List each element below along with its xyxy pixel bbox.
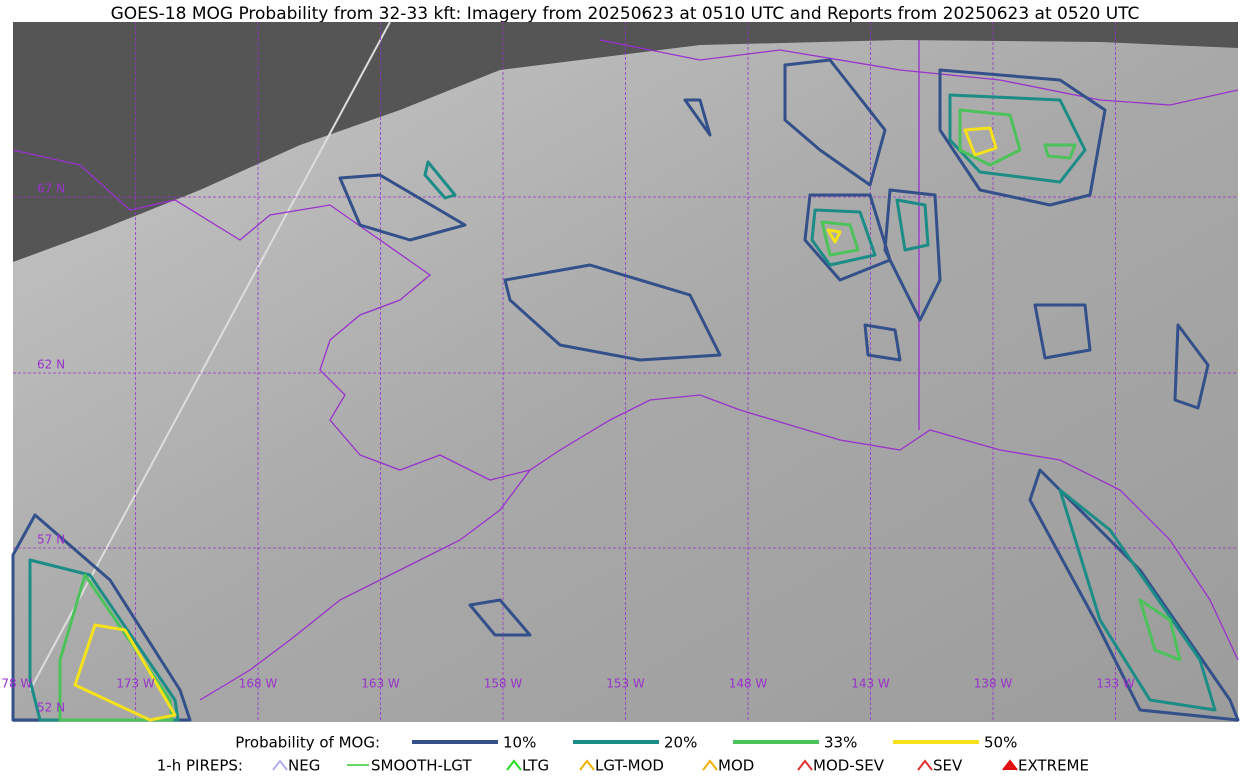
legend-symbol <box>506 759 522 771</box>
title: GOES-18 MOG Probability from 32-33 kft: … <box>111 4 1140 24</box>
legend-label: EXTREME <box>1018 757 1089 775</box>
legend-label: 20% <box>664 734 697 752</box>
legend-symbol <box>579 759 595 771</box>
lat-label: 67 N <box>37 182 65 196</box>
contours <box>11 58 1240 722</box>
lon-label: 138 W <box>974 677 1013 691</box>
lon-label: 178 W <box>0 677 32 691</box>
legend-label: LTG <box>522 757 549 775</box>
coastline <box>12 39 1239 701</box>
legend-title: 1-h PIREPS: <box>157 757 243 775</box>
lon-label: 148 W <box>729 677 768 691</box>
swath-edge <box>29 21 391 691</box>
legend-symbol <box>1002 759 1018 771</box>
lon-label: 133 W <box>1096 677 1135 691</box>
lon-label: 158 W <box>484 677 523 691</box>
lon-label: 153 W <box>606 677 645 691</box>
lat-label: 52 N <box>37 701 65 715</box>
legend-symbol <box>272 759 288 771</box>
legend-title: Probability of MOG: <box>235 734 380 752</box>
legend-symbol <box>917 759 933 771</box>
legend-symbol <box>702 759 718 771</box>
legend-label: SEV <box>933 757 963 775</box>
lon-label: 173 W <box>116 677 155 691</box>
lon-label: 143 W <box>851 677 890 691</box>
legend-label: MOD <box>718 757 754 775</box>
legend-label: 50% <box>984 734 1017 752</box>
legend-label: LGT-MOD <box>595 757 664 775</box>
lat-label: 57 N <box>37 533 65 547</box>
legend-symbol <box>797 759 813 771</box>
lon-label: 163 W <box>361 677 400 691</box>
lat-label: 62 N <box>37 358 65 372</box>
lon-label: 168 W <box>239 677 278 691</box>
legend-label: SMOOTH-LGT <box>371 757 472 775</box>
legend: Probability of MOG: 10% 20% 33% 50% 1-h PIREP… <box>157 734 1089 775</box>
map-labels: 67 N 62 N 57 N 52 N 178 W 173 W 168 W 163 W 158 … <box>0 182 1135 715</box>
legend-label: NEG <box>288 757 320 775</box>
legend-label: 10% <box>503 734 536 752</box>
legend-label: MOD-SEV <box>813 757 885 775</box>
map: 67 N 62 N 57 N 52 N 178 W 173 W 168 W 163 W 158 … <box>0 21 1240 722</box>
no-data-region <box>13 22 1238 262</box>
legend-label: 33% <box>824 734 857 752</box>
